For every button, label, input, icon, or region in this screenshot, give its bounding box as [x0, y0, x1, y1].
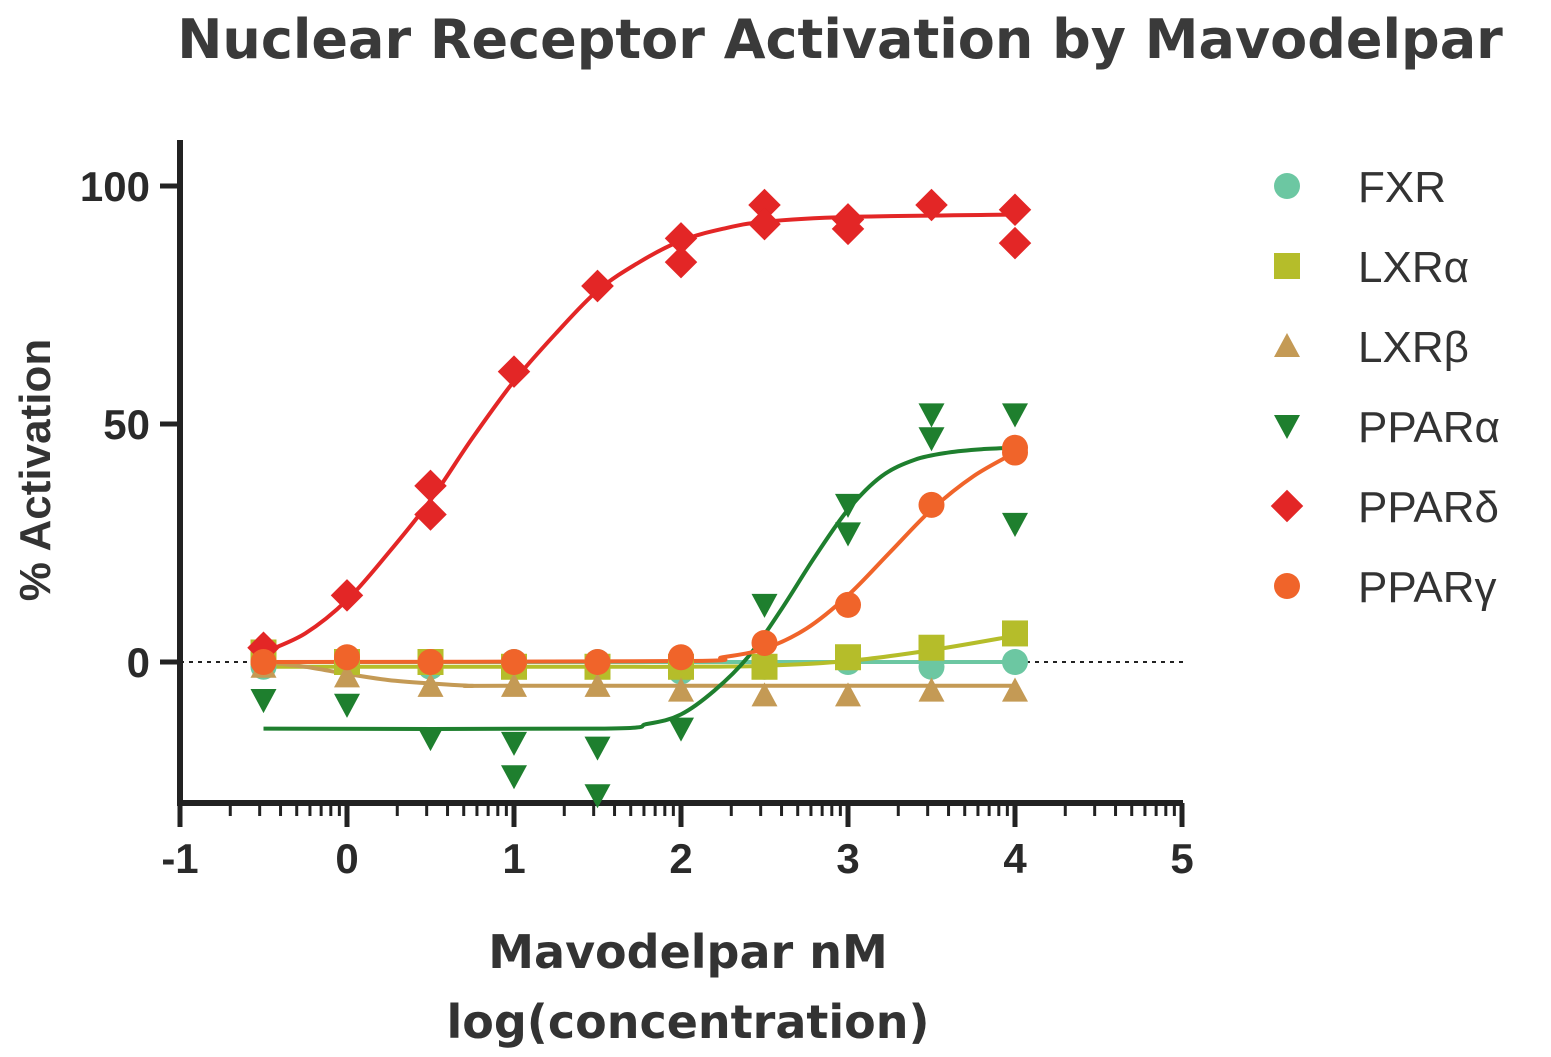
data-point-series-3	[918, 403, 945, 428]
data-point-series-2	[417, 672, 444, 697]
legend-marker-4	[1270, 489, 1304, 523]
data-point-series-5	[501, 649, 527, 675]
data-point-series-2	[918, 677, 945, 702]
y-tick-label: 50	[103, 401, 150, 448]
data-point-series-3	[250, 689, 277, 714]
data-point-series-3	[918, 427, 945, 452]
legend-marker-1	[1274, 253, 1300, 279]
x-tick-label: -1	[161, 835, 198, 882]
data-point-series-3	[835, 522, 861, 547]
data-point-series-4	[664, 222, 698, 255]
data-point-series-3	[1002, 512, 1028, 537]
data-point-series-5	[417, 649, 444, 675]
data-point-series-3	[584, 784, 611, 809]
data-point-series-2	[835, 682, 861, 707]
x-tick-label: 1	[502, 835, 525, 882]
data-point-series-3	[501, 731, 527, 756]
data-point-series-4	[831, 212, 865, 246]
data-point-series-2	[584, 672, 611, 697]
data-point-series-1	[918, 634, 945, 661]
x-axis-label: Mavodelpar nM	[488, 925, 888, 979]
data-point-series-5	[334, 644, 360, 671]
data-point-series-3	[501, 765, 527, 790]
data-point-series-4	[497, 355, 531, 388]
x-axis-label-line2: log(concentration)	[447, 995, 930, 1049]
legend-label-5: PPARγ	[1358, 563, 1497, 612]
data-point-series-3	[584, 736, 611, 761]
legend-label-1: LXRα	[1358, 243, 1469, 292]
legend-label-4: PPARδ	[1358, 483, 1499, 532]
data-point-series-4	[998, 226, 1032, 260]
data-point-series-3	[1002, 403, 1028, 428]
data-point-series-5	[584, 649, 611, 675]
data-point-series-0	[1002, 649, 1028, 675]
data-point-series-2	[751, 682, 778, 707]
chart-title: Nuclear Receptor Activation by Mavodelpa…	[177, 8, 1503, 71]
data-point-series-5	[668, 644, 694, 671]
data-point-series-4	[414, 469, 447, 503]
data-point-series-3	[751, 593, 778, 618]
fit-curve-3	[263, 445, 1016, 731]
data-point-series-4	[748, 188, 781, 222]
data-point-series-4	[581, 269, 614, 303]
fit-curve-4	[262, 212, 1016, 655]
x-tick-label: 3	[836, 835, 859, 882]
data-point-series-4	[330, 579, 364, 612]
legend-label-0: FXR	[1358, 163, 1446, 212]
legend: FXR LXRα LXRβ PPARα PPARδ PPARγ	[1270, 163, 1500, 612]
data-point-series-3	[417, 727, 444, 752]
y-axis-label: % Activation	[11, 339, 60, 601]
data-point-series-5	[835, 591, 861, 618]
fit-curve-2	[263, 660, 1015, 688]
data-point-series-5	[1002, 439, 1028, 466]
data-point-series-3	[668, 717, 694, 742]
legend-marker-5	[1274, 573, 1300, 599]
data-point-series-2	[334, 663, 360, 688]
x-tick-label: 2	[669, 835, 692, 882]
data-point-series-5	[751, 629, 778, 656]
legend-marker-2	[1274, 333, 1300, 358]
legend-marker-0	[1274, 173, 1300, 199]
x-tick-label: 0	[335, 835, 358, 882]
data-point-series-5	[250, 649, 277, 675]
y-tick-label: 0	[127, 639, 150, 686]
data-point-series-5	[918, 491, 945, 518]
data-point-series-4	[998, 193, 1032, 227]
fit-curve-1	[263, 633, 1016, 669]
data-point-series-3	[835, 493, 861, 518]
data-point-series-3	[334, 693, 360, 718]
data-point-series-2	[668, 677, 694, 702]
data-point-series-4	[664, 245, 698, 279]
fit-curve-5	[263, 450, 1016, 664]
data-point-series-4	[748, 207, 781, 241]
x-tick-label: 5	[1170, 835, 1193, 882]
data-point-series-4	[915, 188, 948, 222]
data-point-series-1	[1002, 620, 1028, 647]
x-tick-label: 4	[1003, 835, 1027, 882]
y-tick-label: 100	[80, 163, 150, 210]
data-point-series-1	[751, 653, 778, 680]
data-point-series-4	[414, 498, 447, 531]
legend-marker-3	[1274, 414, 1300, 439]
data-point-series-2	[1002, 677, 1028, 702]
legend-label-3: PPARα	[1358, 403, 1500, 452]
data-point-series-1	[835, 644, 861, 671]
data-point-series-2	[501, 672, 527, 697]
legend-label-2: LXRβ	[1358, 323, 1469, 372]
